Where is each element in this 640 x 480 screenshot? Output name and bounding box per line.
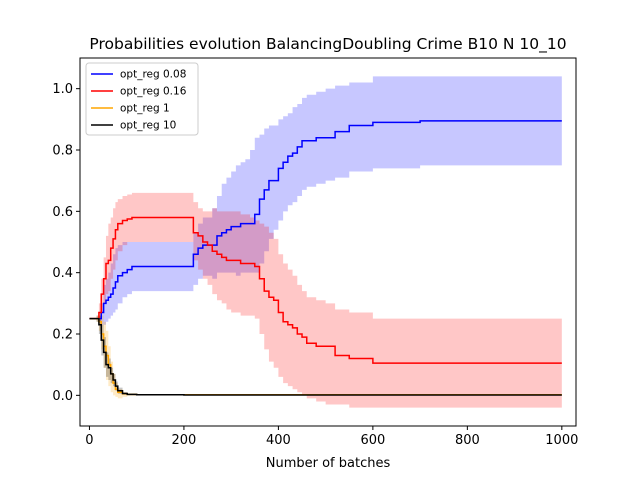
band-series-2 bbox=[89, 192, 562, 408]
y-axis: 0.0 0.2 0.4 0.6 0.8 1.0 bbox=[52, 82, 80, 404]
x-tick-label: 400 bbox=[266, 433, 291, 448]
y-tick-label: 0.6 bbox=[52, 205, 73, 220]
y-tick-label: 1.0 bbox=[52, 82, 73, 97]
x-tick-label: 800 bbox=[455, 433, 480, 448]
x-axis-label: Number of batches bbox=[266, 456, 391, 471]
line-series-1 bbox=[89, 120, 562, 320]
legend-entry-4: opt_reg 10 bbox=[120, 120, 176, 132]
legend-entry-2: opt_reg 0.16 bbox=[120, 86, 187, 98]
legend: opt_reg 0.08 opt_reg 0.16 opt_reg 1 opt_reg… bbox=[85, 62, 199, 136]
plot-frame bbox=[79, 57, 577, 427]
y-tick-label: 0.2 bbox=[52, 328, 73, 343]
y-tick-label: 0.4 bbox=[52, 266, 73, 281]
legend-entry-3: opt_reg 1 bbox=[120, 103, 170, 115]
x-tick-label: 0 bbox=[85, 433, 93, 448]
band-series-1 bbox=[89, 76, 562, 325]
legend-box bbox=[85, 62, 199, 136]
series-lines bbox=[89, 120, 562, 396]
confidence-bands bbox=[89, 76, 562, 408]
x-axis: 0 200 400 600 800 1000 bbox=[85, 426, 578, 448]
line-series-4 bbox=[89, 317, 562, 396]
y-tick-label: 0.8 bbox=[52, 144, 73, 159]
y-tick-label: 0.0 bbox=[52, 389, 73, 404]
chart-title: Probabilities evolution BalancingDoublin… bbox=[89, 35, 566, 54]
legend-entry-1: opt_reg 0.08 bbox=[120, 69, 186, 81]
x-tick-label: 1000 bbox=[545, 433, 578, 448]
line-series-2 bbox=[89, 216, 562, 364]
x-tick-label: 600 bbox=[360, 433, 385, 448]
x-tick-label: 200 bbox=[172, 433, 197, 448]
